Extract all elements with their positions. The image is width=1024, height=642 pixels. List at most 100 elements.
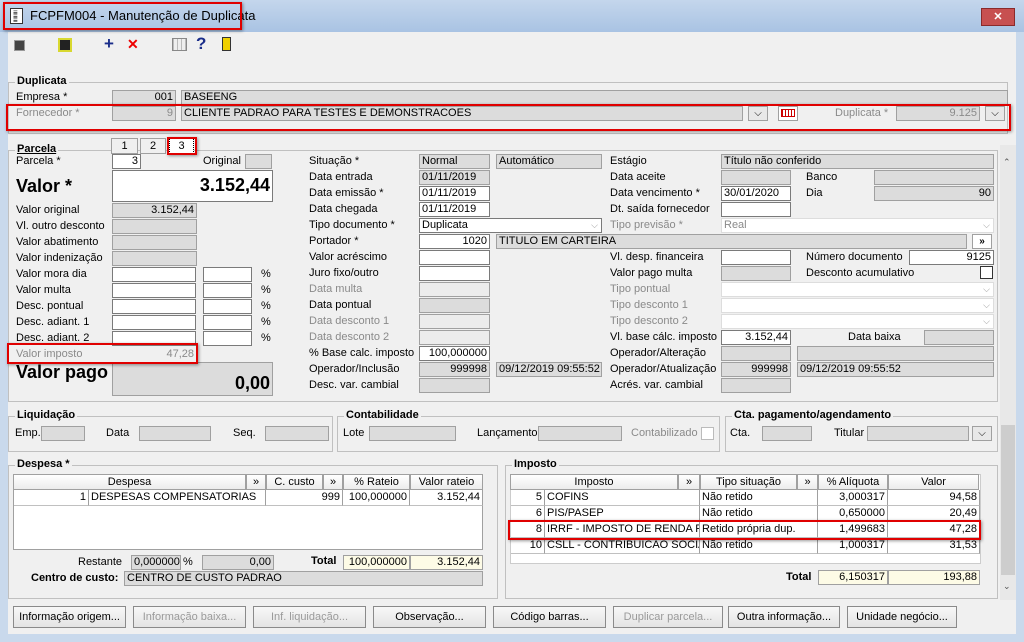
- parcela-row-4-percent-field[interactable]: [203, 267, 252, 282]
- titular-lookup-button[interactable]: ⌵: [972, 426, 992, 441]
- juro-field[interactable]: [419, 266, 490, 281]
- imposto-code-cell: 5: [511, 490, 545, 506]
- portador-code-field[interactable]: 1020: [419, 234, 490, 249]
- close-button[interactable]: ✕: [981, 8, 1015, 26]
- portador-more-button[interactable]: »: [972, 234, 992, 249]
- parcela-row-3-label: Valor indenização: [16, 252, 103, 264]
- tipo-expand-button[interactable]: »: [797, 474, 818, 490]
- despesa-expand-button[interactable]: »: [246, 474, 266, 490]
- parcela-row-8-field[interactable]: [112, 331, 196, 346]
- imposto-header-aliquota[interactable]: % Alíquota: [818, 474, 888, 490]
- parcela-row-7-field[interactable]: [112, 315, 196, 330]
- lancamento-field: [538, 426, 622, 441]
- vertical-scrollbar[interactable]: ⌃ ⌄: [1000, 145, 1016, 600]
- add-icon[interactable]: +: [104, 34, 114, 53]
- fornecedor-lookup-button[interactable]: ⌵: [748, 106, 768, 121]
- save-icon[interactable]: [58, 38, 72, 52]
- despesa-header-rateio[interactable]: % Rateio: [343, 474, 410, 490]
- fornecedor-calendar-button[interactable]: [778, 106, 798, 121]
- imposto-expand-button[interactable]: »: [678, 474, 700, 490]
- imposto-header-tipo[interactable]: Tipo situação: [700, 474, 797, 490]
- valor-acrescimo-field[interactable]: [419, 250, 490, 265]
- navigate-icon[interactable]: [14, 40, 25, 51]
- dt-saida-field[interactable]: [721, 202, 791, 217]
- imposto-header-valor[interactable]: Valor: [888, 474, 979, 490]
- delete-icon[interactable]: ✕: [127, 36, 139, 52]
- parcela-row-7-percent-field[interactable]: [203, 315, 252, 330]
- imposto-valor-cell: 94,58: [888, 490, 980, 506]
- desconto-acum-checkbox[interactable]: [980, 266, 993, 279]
- cta-legend: Cta. pagamento/agendamento: [732, 409, 894, 421]
- tipo-desconto1-select[interactable]: ⌵: [721, 298, 994, 313]
- ccusto-expand-button[interactable]: »: [323, 474, 343, 490]
- despesa-legend: Despesa *: [15, 458, 72, 470]
- parcela-row-5-field[interactable]: [112, 283, 196, 298]
- despesa-header-despesa[interactable]: Despesa: [13, 474, 246, 490]
- help-icon[interactable]: ?: [196, 34, 207, 53]
- operador-inclusao-label: Operador/Inclusão: [309, 363, 400, 375]
- base-calc-imposto-field[interactable]: 3.152,44: [721, 330, 791, 345]
- desp-fin-field[interactable]: [721, 250, 791, 265]
- situacao-label: Situação *: [309, 155, 360, 167]
- despesa-header-valor[interactable]: Valor rateio: [410, 474, 483, 490]
- situacao2-field: Automático: [496, 154, 602, 169]
- lote-label: Lote: [343, 427, 365, 439]
- data-emissao-field[interactable]: 01/11/2019: [419, 186, 490, 201]
- tipo-pontual-select[interactable]: ⌵: [721, 282, 994, 297]
- desconto-acum-label: Desconto acumulativo: [806, 267, 915, 279]
- seq-field: [265, 426, 329, 441]
- imposto-aliquota-cell: 1,000317: [818, 538, 888, 554]
- parcela-field[interactable]: 3: [112, 154, 141, 169]
- valor-pago-multa-field: [721, 266, 791, 281]
- data-chegada-field[interactable]: 01/11/2019: [419, 202, 490, 217]
- button-4[interactable]: Código barras...: [493, 606, 606, 628]
- empresa-code-field[interactable]: 001: [112, 90, 176, 105]
- imposto-name-cell: CSLL - CONTRIBUICAO SOCIAL: [545, 538, 700, 554]
- despesa-header-ccusto[interactable]: C. custo: [266, 474, 323, 490]
- base-calc-field[interactable]: 100,000000: [419, 346, 490, 361]
- parcela-row-8-percent-field[interactable]: [203, 331, 252, 346]
- valor-pago-multa-label: Valor pago multa: [610, 267, 693, 279]
- exit-icon[interactable]: [222, 37, 231, 51]
- duplicata-lookup-button[interactable]: ⌵: [985, 106, 1005, 121]
- chevron-down-icon: ⌵: [591, 220, 598, 230]
- atualizacao-datetime-field: 09/12/2019 09:55:52: [797, 362, 994, 377]
- data-baixa-label: Data baixa: [848, 331, 901, 343]
- parcela-row-5-percent-field[interactable]: [203, 283, 252, 298]
- button-0[interactable]: Informação origem...: [13, 606, 126, 628]
- operador-alteracao-label: Operador/Alteração: [610, 347, 706, 359]
- restante-valor-field: 0,00: [202, 555, 274, 570]
- fornecedor-code-field[interactable]: 9: [112, 106, 176, 121]
- contabilizado-checkbox[interactable]: [701, 427, 714, 440]
- despesa-group: Despesa *: [8, 458, 498, 599]
- imposto-group: Imposto: [505, 458, 998, 599]
- parcela-row-6-percent-field[interactable]: [203, 299, 252, 314]
- parcela-row-4-field[interactable]: [112, 267, 196, 282]
- imposto-header-imposto[interactable]: Imposto: [510, 474, 678, 490]
- title-bar: ≡ ≡ ≡ FCPFM004 - Manutenção de Duplicata ✕: [0, 0, 1024, 32]
- data-emissao-label: Data emissão *: [309, 187, 384, 199]
- tipo-desconto2-select[interactable]: ⌵: [721, 314, 994, 329]
- scroll-thumb[interactable]: [1001, 425, 1015, 575]
- desc-var-field: [419, 378, 490, 393]
- button-7[interactable]: Unidade negócio...: [847, 606, 957, 628]
- scroll-down-icon[interactable]: ⌄: [1003, 581, 1011, 591]
- parcela-row-6-label: Desc. pontual: [16, 300, 84, 312]
- scroll-up-icon[interactable]: ⌃: [1003, 157, 1011, 167]
- parcela-row-6-field[interactable]: [112, 299, 196, 314]
- data-vencimento-field[interactable]: 30/01/2020: [721, 186, 791, 201]
- valor-acrescimo-label: Valor acréscimo: [309, 251, 388, 263]
- base-calc-label: % Base calc. imposto: [309, 347, 415, 359]
- button-6[interactable]: Outra informação...: [728, 606, 840, 628]
- tipo-documento-select[interactable]: Duplicata ⌵: [419, 218, 602, 233]
- highlight-title: [3, 2, 242, 30]
- calendar-icon[interactable]: [172, 38, 187, 51]
- button-3[interactable]: Observação...: [373, 606, 486, 628]
- tab-parcela-1[interactable]: 1: [111, 138, 138, 154]
- original-field[interactable]: [245, 154, 272, 169]
- valor-field[interactable]: 3.152,44: [112, 170, 273, 202]
- tab-parcela-2[interactable]: 2: [140, 138, 166, 154]
- numero-doc-field[interactable]: 9125: [909, 250, 994, 265]
- tipo-previsao-select[interactable]: Real ⌵: [721, 218, 994, 233]
- duplicata-field[interactable]: 9.125: [896, 106, 980, 121]
